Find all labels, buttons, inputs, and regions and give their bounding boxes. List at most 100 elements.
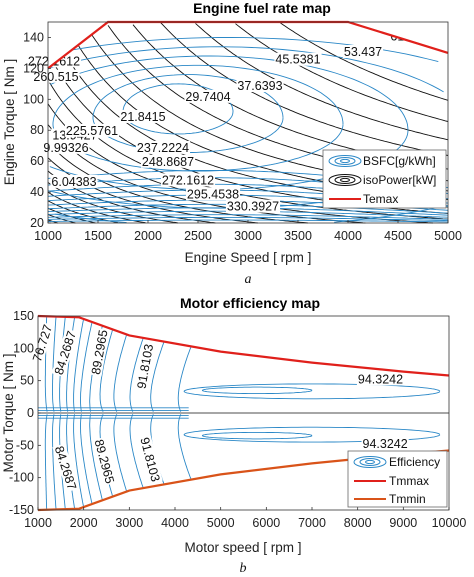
y-tick-label: 80: [30, 123, 44, 137]
contour-label: 237.2224: [137, 141, 189, 155]
y-axis-label-a: Engine Torque [ Nm ]: [2, 59, 17, 186]
contour-label-bg: [42, 140, 90, 154]
contour-label-bg: [135, 140, 191, 154]
legend-label-tmmin: Tmmin: [389, 492, 426, 506]
y-tick-label: 140: [23, 30, 44, 44]
contour-label-bg: [185, 187, 241, 201]
bsfc-contour: [47, 216, 449, 222]
contour-label: 248.8687: [142, 155, 194, 169]
contour-label-bg: [51, 328, 79, 378]
efficiency-contour: [44, 414, 48, 510]
contour-label-bg: [50, 174, 98, 188]
y-tick-label: 100: [23, 92, 44, 106]
legend-a: BSFC[g/kWh] isoPower[kW] Temax: [322, 149, 447, 209]
efficiency-contour: [201, 431, 313, 440]
legend-label-efficiency: Efficiency: [389, 455, 440, 469]
contour-label: 94.3242: [363, 437, 408, 451]
caption-b: b: [240, 561, 247, 576]
x-tick-label: 10000: [432, 516, 467, 530]
contour-label-bg: [134, 341, 156, 391]
legend-label-temax: Temax: [363, 192, 398, 206]
efficiency-contour: [52, 414, 57, 510]
y-tick-label: 0: [27, 406, 34, 420]
contour-label-bg: [52, 443, 80, 493]
tmmax-curve: [37, 314, 450, 377]
x-tick-label: 1500: [84, 229, 112, 243]
isopower-contour: [160, 22, 449, 156]
legend-label-tmmax: Tmmax: [389, 474, 429, 488]
above-limit-mask: [48, 21, 448, 69]
contour-label: 53.437: [344, 45, 382, 59]
below-tmmin-mask: [38, 450, 449, 511]
x-tick-label: 7000: [298, 516, 326, 530]
efficiency-contour: [52, 316, 57, 412]
x-tick-label: 4000: [334, 229, 362, 243]
contour-label-bg: [361, 437, 409, 450]
contour-label-bg: [236, 79, 284, 93]
legend-bsfc-icon: [328, 155, 362, 167]
x-tick-label: 4500: [384, 229, 412, 243]
contour-label: 260.515: [33, 70, 78, 84]
contour-label-bg: [274, 52, 322, 66]
y-tick-label: 100: [13, 341, 34, 355]
bsfc-contour: [92, 74, 284, 153]
isopower-contour: [47, 79, 449, 220]
x-tick-label: 1000: [34, 229, 62, 243]
contour-label-group: 94.3242: [356, 372, 405, 386]
bsfc-contour: [334, 204, 448, 223]
x-axis-label-b: Motor speed [ rpm ]: [184, 540, 301, 555]
x-tick-label: 3000: [115, 516, 143, 530]
efficiency-contour: [73, 414, 85, 510]
contour-label-bg: [342, 45, 384, 59]
bsfc-contour: [54, 213, 127, 224]
x-tick-label: 1000: [24, 516, 52, 530]
y-ticks-b: -150 -100 -50 0 50 100 150: [9, 309, 41, 517]
y-tick-label: 150: [13, 309, 34, 323]
caption-a: a: [245, 272, 252, 287]
contour-label: 330.3927: [227, 200, 279, 214]
contour-label-bg: [225, 199, 281, 213]
contour-label-bg: [32, 69, 80, 83]
x-tick-label: 5000: [434, 229, 462, 243]
x-ticks-b: 1000 2000 3000 4000 5000 6000 7000 8000 9000 1000…: [24, 507, 466, 530]
contour-label: 6.04383: [51, 175, 96, 189]
x-tick-label: 3000: [234, 229, 262, 243]
y-tick-label: 40: [30, 185, 44, 199]
contour-label-bg: [29, 321, 55, 365]
contour-label: 295.4538: [187, 187, 239, 201]
contour-label: 37.6393: [237, 79, 282, 93]
efficiency-contour: [80, 414, 94, 510]
legend-box-b: [347, 450, 448, 508]
x-tick-label: 5000: [207, 516, 235, 530]
x-tick-label: 2000: [134, 229, 162, 243]
torque-limit-lines: [37, 314, 450, 512]
contour-label: 21.8415: [120, 110, 165, 124]
y-ticks-a: 20 40 60 80 100 120 140: [23, 30, 51, 230]
contour-label: 272.1612: [162, 173, 214, 187]
contour-label-bg: [88, 327, 110, 377]
contour-label-group: 94.3242: [361, 437, 409, 451]
x-tick-label: 3500: [284, 229, 312, 243]
contour-label: 29.7404: [185, 90, 230, 104]
y-tick-label: -150: [9, 503, 34, 517]
contour-label-bg: [119, 109, 167, 123]
y-tick-label: 20: [30, 216, 44, 230]
legend-label-bsfc: BSFC[g/kWh]: [363, 154, 436, 168]
contour-label-bg: [137, 434, 163, 484]
contour-labels-a: 272.1612260.51561.335953.43745.538137.63…: [26, 30, 437, 214]
contour-label: 94.3242: [358, 372, 403, 386]
x-tick-label: 4000: [161, 516, 189, 530]
y-tick-label: 60: [30, 154, 44, 168]
contour-label-bg: [92, 436, 118, 486]
contour-label-bg: [356, 372, 405, 386]
contour-label-bg: [140, 154, 196, 168]
bsfc-contour: [48, 46, 444, 93]
x-tick-label: 8000: [344, 516, 372, 530]
x-tick-label: 2500: [184, 229, 212, 243]
efficiency-contour: [89, 414, 106, 510]
legend-isopower-icon: [328, 174, 362, 186]
x-tick-label: 9000: [389, 516, 417, 530]
y-axis-label-b: Motor Torque [ Nm ]: [1, 353, 16, 472]
panel-a: Engine fuel rate map 272.1612260.51561.3…: [2, 0, 462, 287]
